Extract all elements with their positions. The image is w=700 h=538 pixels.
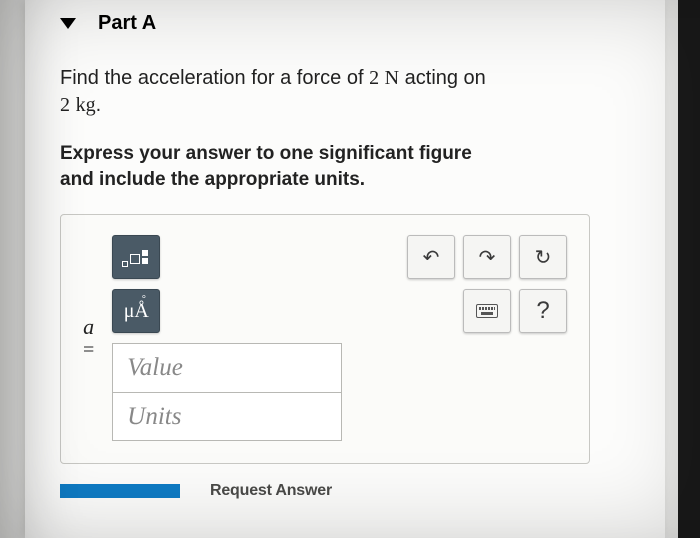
variable-symbol: a	[83, 315, 94, 339]
toolbar-row-2: μÅ° ?	[112, 289, 567, 333]
keyboard-button[interactable]	[463, 289, 511, 333]
redo-icon: ↷	[479, 245, 496, 270]
toolbar-row-1: ↶ ↷ ↻	[112, 235, 567, 279]
question-mid: acting on	[399, 67, 486, 89]
undo-button[interactable]: ↶	[407, 235, 455, 279]
reset-button[interactable]: ↻	[519, 235, 567, 279]
tool-area: ↶ ↷ ↻ μÅ° ?	[112, 235, 567, 441]
undo-icon: ↶	[423, 245, 440, 270]
equals-sign: =	[83, 339, 94, 361]
mass-unit: kg	[76, 94, 96, 116]
force-unit: N	[385, 67, 399, 89]
value-input[interactable]: Value	[113, 344, 341, 392]
question-container: Part A Find the acceleration for a force…	[25, 0, 665, 538]
screen-edge	[678, 0, 700, 538]
part-title: Part A	[98, 12, 156, 35]
answer-variable-label: a =	[83, 315, 94, 361]
special-characters-icon: μÅ°	[124, 300, 149, 323]
force-value: 2	[369, 67, 379, 89]
question-tail: .	[96, 94, 102, 116]
redo-button[interactable]: ↷	[463, 235, 511, 279]
request-answer-link[interactable]: Request Answer	[210, 482, 332, 500]
question-lead: Find the acceleration for a force of	[60, 67, 369, 89]
answer-instruction: Express your answer to one significant f…	[60, 141, 510, 192]
keyboard-icon	[476, 304, 498, 318]
units-input[interactable]: Units	[113, 392, 341, 440]
question-prompt: Find the acceleration for a force of 2 N…	[60, 65, 500, 119]
reset-icon: ↻	[535, 245, 552, 270]
templates-button[interactable]	[112, 235, 160, 279]
help-icon: ?	[536, 297, 549, 325]
answer-panel: a = ↶ ↷ ↻	[60, 214, 590, 464]
answer-input-group: Value Units	[112, 343, 342, 441]
mass-value: 2	[60, 94, 70, 116]
templates-icon	[124, 250, 148, 264]
special-characters-button[interactable]: μÅ°	[112, 289, 160, 333]
help-button[interactable]: ?	[519, 289, 567, 333]
action-row: Request Answer	[60, 482, 645, 500]
submit-button[interactable]	[60, 484, 180, 498]
caret-down-icon	[60, 18, 76, 29]
part-header[interactable]: Part A	[60, 12, 645, 35]
